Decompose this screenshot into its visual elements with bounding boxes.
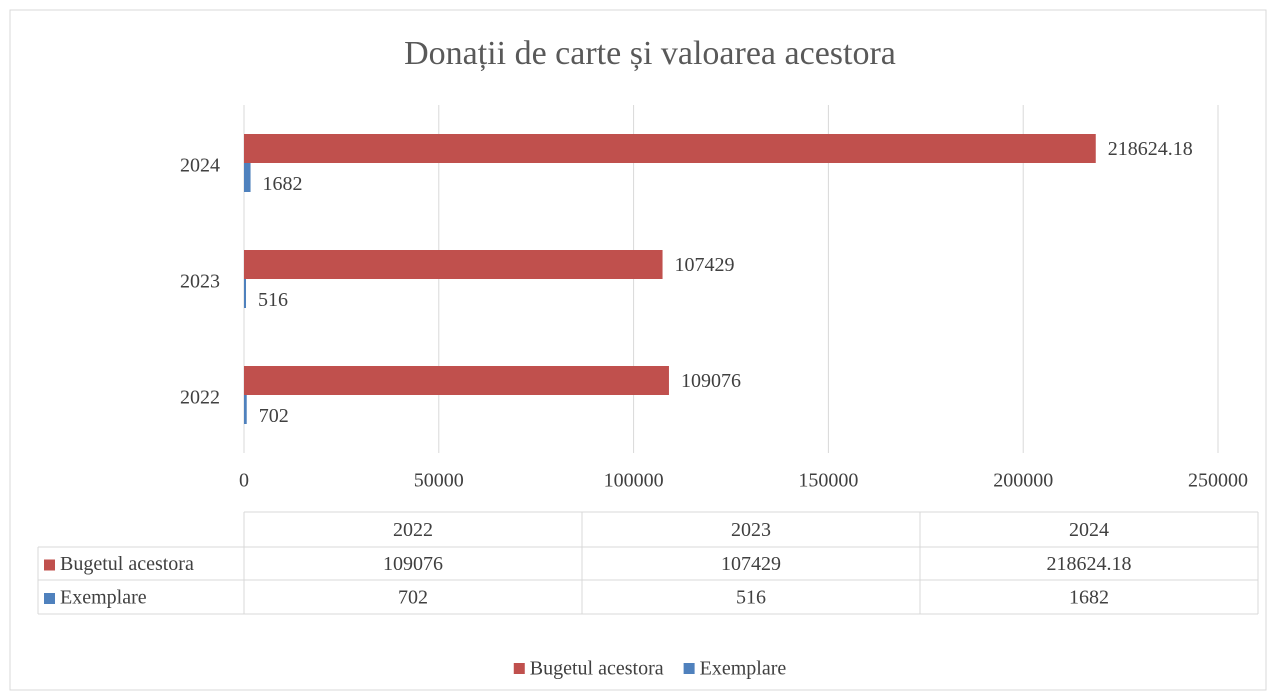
table-row-label: Bugetul acestora — [60, 553, 194, 575]
x-tick-label: 250000 — [1188, 470, 1248, 492]
x-tick-label: 100000 — [604, 470, 664, 492]
table-legend-key — [44, 559, 55, 571]
table-cell: 109076 — [383, 553, 443, 575]
table-header: 2023 — [731, 519, 771, 541]
table-cell: 1682 — [1069, 587, 1109, 609]
legend-key — [683, 663, 695, 674]
bar — [244, 366, 669, 395]
table-cell: 702 — [398, 587, 428, 609]
bar — [244, 395, 247, 424]
table-header: 2024 — [1069, 519, 1109, 541]
table-header: 2022 — [393, 519, 433, 541]
x-tick-label: 200000 — [993, 470, 1053, 492]
x-tick-label: 50000 — [414, 470, 464, 492]
table-cell: 218624.18 — [1047, 553, 1132, 575]
chart-title: Donații de carte și valoarea acestora — [404, 35, 896, 72]
table-cell: 107429 — [721, 553, 781, 575]
chart-border — [9, 9, 1267, 691]
table-legend-key — [44, 593, 55, 604]
legend-key — [513, 663, 525, 674]
table-cell: 516 — [736, 587, 766, 609]
data-label: 109076 — [681, 370, 741, 392]
bar — [244, 163, 251, 192]
bar — [244, 134, 1096, 163]
legend-label: Bugetul acestora — [530, 658, 664, 680]
data-label: 516 — [258, 289, 288, 311]
bar — [244, 250, 663, 279]
table-row-label: Exemplare — [60, 587, 147, 609]
x-tick-label: 150000 — [798, 470, 858, 492]
x-tick-label: 0 — [239, 470, 249, 492]
data-label: 218624.18 — [1108, 138, 1193, 160]
y-tick-label: 2022 — [180, 387, 220, 409]
data-label: 107429 — [675, 254, 735, 276]
y-tick-label: 2024 — [180, 155, 220, 177]
bar — [244, 279, 247, 308]
y-tick-label: 2023 — [180, 271, 220, 293]
legend-label: Exemplare — [700, 658, 787, 680]
data-label: 702 — [259, 405, 289, 427]
data-label: 1682 — [263, 173, 303, 195]
